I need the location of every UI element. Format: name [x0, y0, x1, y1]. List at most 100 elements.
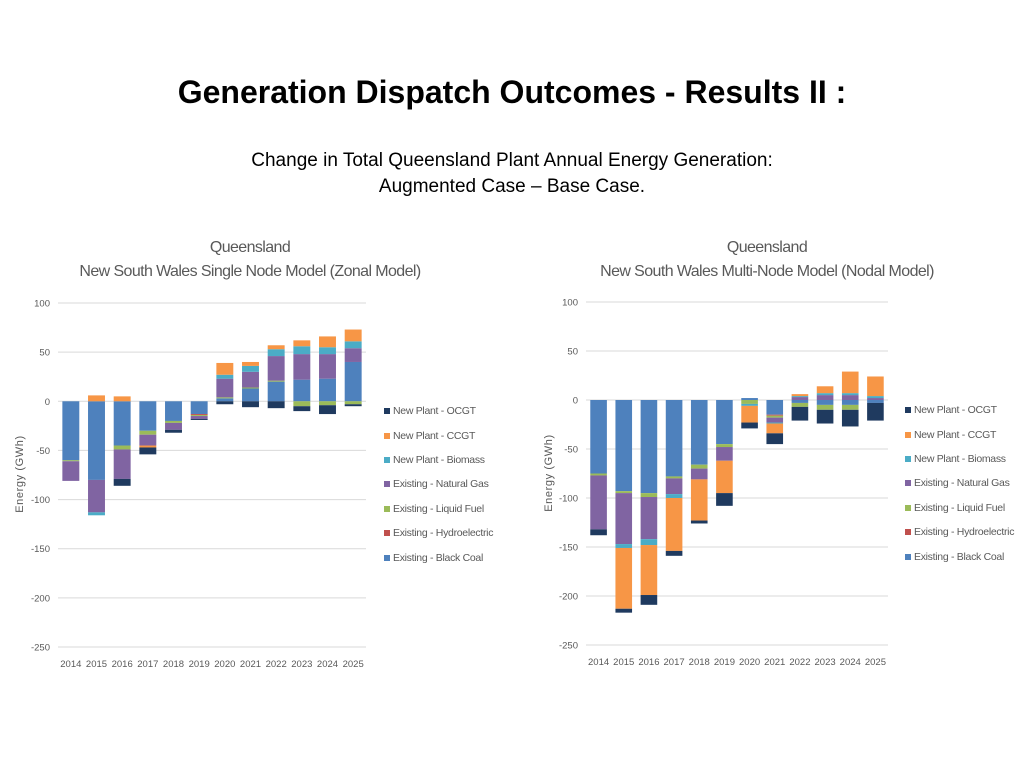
bar-segment: [841, 400, 859, 405]
bar-segment: [139, 447, 157, 455]
legend-label: Existing - Natural Gas: [393, 478, 489, 491]
x-tick-label: 2019: [714, 657, 735, 668]
bar-segment: [766, 422, 784, 424]
bar-segment: [165, 420, 182, 423]
bar-segment: [816, 409, 834, 424]
bar-segment: [791, 397, 809, 400]
bar-segment: [690, 464, 708, 469]
bar-segment: [267, 401, 285, 409]
legend-swatch: [905, 504, 911, 511]
bar-segment: [867, 376, 884, 397]
x-tick-label: 2021: [240, 659, 261, 670]
bar-segment: [190, 401, 208, 415]
bar-segment: [766, 414, 784, 416]
legend-label: New Plant - OCGT: [914, 404, 997, 417]
bar-segment: [344, 348, 362, 362]
legend-swatch: [384, 505, 390, 512]
bar-segment: [88, 395, 105, 402]
bar-segment: [640, 595, 658, 605]
bar-segment: [841, 371, 859, 394]
bar-segment: [590, 529, 607, 536]
chart-legend: New Plant - OCGT New Plant - CCGT New Plan…: [384, 399, 493, 570]
x-tick-label: 2025: [343, 659, 364, 670]
bar-segment: [766, 417, 784, 423]
bar-segment: [741, 400, 758, 404]
bar-segment: [766, 423, 784, 434]
bar-segment: [293, 346, 311, 355]
bar-segment: [640, 539, 658, 546]
bar-segment: [216, 397, 234, 399]
bar-segment: [791, 396, 809, 398]
bar-segment: [139, 445, 157, 448]
x-tick-label: 2016: [638, 657, 659, 668]
legend-item: New Plant - CCGT: [384, 423, 493, 447]
bar-segment: [741, 403, 758, 406]
chart-zonal-model: Queensland New South Wales Single Node M…: [0, 232, 512, 682]
bar-segment: [319, 378, 336, 402]
bar-segment: [267, 380, 285, 382]
bar-segment: [139, 430, 157, 435]
y-tick-label: -250: [559, 641, 578, 652]
legend-swatch: [905, 407, 911, 414]
y-tick-label: -100: [31, 495, 50, 506]
bar-segment: [615, 400, 633, 492]
bar-segment: [242, 387, 259, 389]
bar-segment: [62, 401, 80, 461]
bar-segment: [640, 400, 658, 494]
bar-segment: [113, 478, 131, 486]
bar-segment: [665, 550, 683, 556]
y-tick-label: 50: [567, 347, 578, 358]
x-tick-label: 2015: [86, 659, 107, 670]
bar-segment: [590, 475, 607, 530]
bar-segment: [690, 479, 708, 521]
bar-segment: [242, 371, 259, 388]
bar-segment: [319, 405, 336, 415]
bar-segment: [690, 400, 708, 465]
bar-segment: [139, 434, 157, 446]
bar-segment: [741, 405, 758, 423]
bar-segment: [344, 404, 362, 407]
bar-segment: [640, 545, 658, 596]
bar-segment: [139, 401, 157, 431]
bar-segment: [190, 415, 208, 417]
y-tick-label: -200: [31, 593, 50, 604]
bar-segment: [615, 547, 633, 609]
legend-label: New Plant - Biomass: [914, 452, 1006, 465]
bar-segment: [791, 402, 809, 407]
legend-label: Existing - Liquid Fuel: [914, 501, 1005, 514]
chart-plot-area: 100 50 0 -50 -100 -150 -200 -250 2014 2015 2016 201…: [559, 298, 888, 668]
x-tick-label: 2016: [112, 659, 133, 670]
legend-swatch: [384, 530, 390, 537]
bar-segment: [766, 433, 784, 445]
x-tick-label: 2021: [764, 657, 785, 668]
legend-item: New Plant - Biomass: [905, 447, 1014, 471]
bar-segment: [716, 460, 733, 494]
bar-segment: [841, 393, 859, 396]
y-tick-label: -200: [559, 592, 578, 603]
bar-segment: [640, 497, 658, 540]
x-tick-label: 2020: [739, 657, 760, 668]
legend-swatch: [384, 481, 390, 488]
legend-item: Existing - Natural Gas: [905, 471, 1014, 495]
bar-segment: [665, 476, 683, 479]
bar-segment: [88, 479, 105, 513]
x-tick-label: 2015: [613, 657, 634, 668]
bar-segment: [590, 400, 607, 474]
chart-title-line-1: Queensland: [726, 239, 808, 256]
bar-segment: [665, 478, 683, 495]
bar-segment: [293, 340, 311, 347]
legend-label: Existing - Liquid Fuel: [393, 502, 484, 515]
bar-segment: [319, 336, 336, 348]
bar-segment: [791, 394, 809, 397]
legend-item: Existing - Black Coal: [384, 545, 493, 569]
chart-title: Queensland New South Wales Multi-Node Mo…: [552, 236, 982, 284]
legend-swatch: [905, 431, 911, 438]
bar-segment: [766, 415, 784, 418]
bar-segment: [344, 361, 362, 402]
bar-segment: [841, 395, 859, 400]
legend-label: New Plant - Biomass: [393, 453, 485, 466]
chart-title: Queensland New South Wales Single Node M…: [20, 236, 480, 284]
bar-segment: [665, 498, 683, 551]
bar-segment: [62, 461, 80, 481]
x-tick-label: 2022: [266, 659, 287, 670]
